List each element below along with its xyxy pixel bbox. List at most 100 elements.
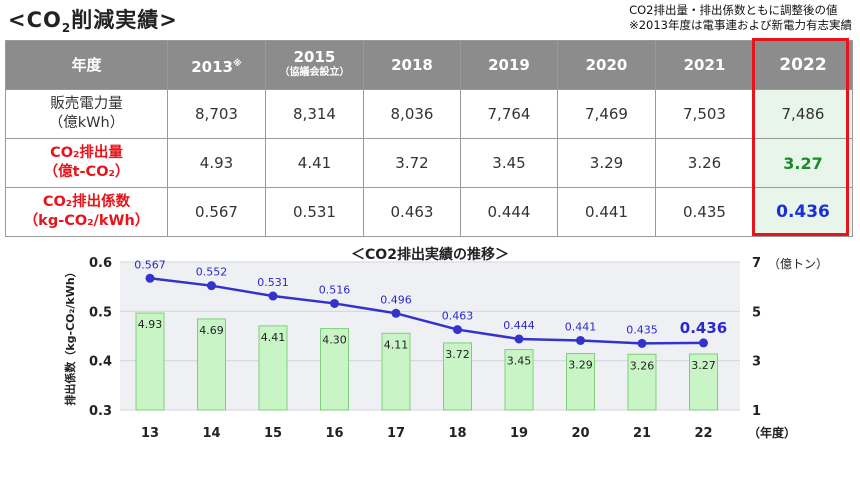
line-point-factor: [330, 298, 339, 308]
table-cell-2022: 0.436: [753, 187, 853, 237]
bar-value-label: 3.29: [568, 359, 593, 372]
x-tick-label: 13: [141, 426, 159, 441]
table-cell-2022: 3.27: [753, 138, 853, 188]
x-tick-label: 18: [448, 426, 466, 441]
header-year-2018: 2018: [363, 40, 461, 90]
table-row-emissions: CO₂排出量 （億t-CO₂） 4.93 4.41 3.72 3.45 3.29 …: [5, 138, 853, 188]
bar-value-label: 4.69: [199, 324, 224, 337]
bar-emissions: [504, 349, 534, 411]
table-cell: 4.93: [167, 138, 266, 188]
line-value-label: 0.463: [442, 310, 474, 323]
header-year-label: 年度: [5, 40, 168, 90]
table-cell: 0.444: [460, 187, 558, 237]
line-point-factor: [576, 335, 585, 345]
table-cell: 3.45: [460, 138, 558, 188]
series-line-factor: [149, 277, 704, 345]
header-year-2015: 2015 （協議会設立）: [265, 40, 364, 90]
line-point-factor: [453, 325, 462, 335]
table-row-sales: 販売電力量 （億kWh） 8,703 8,314 8,036 7,764 7,46…: [5, 89, 853, 139]
note-adjusted: CO2排出量・排出係数ともに調整後の値: [629, 3, 838, 17]
line-point-factor: [699, 338, 708, 348]
bar-emissions: [443, 342, 472, 411]
bar-value-label: 3.27: [691, 359, 716, 372]
line-point-factor: [391, 308, 401, 318]
table-cell: 7,469: [557, 89, 656, 139]
line-value-label: 0.496: [380, 293, 412, 306]
bar-emissions: [135, 312, 165, 411]
line-value-label: 0.444: [503, 319, 535, 332]
table-cell: 3.72: [363, 138, 461, 188]
bar-value-label: 3.45: [507, 355, 532, 368]
x-tick-label: 22: [694, 426, 712, 441]
right-tick-label: 7: [752, 256, 761, 271]
table-cell: 4.41: [265, 138, 364, 188]
bar-value-label: 3.72: [445, 348, 470, 361]
emissions-chart: ＜CO2排出実績の推移＞ 排出係数（kg-CO₂/kWh） 0.3 0.4 0.5 0…: [63, 246, 828, 441]
line-value-label: 0.436: [680, 319, 727, 337]
line-value-label: 0.516: [319, 283, 351, 296]
bar-emissions: [258, 325, 288, 411]
x-axis-unit: （年度）: [748, 425, 796, 440]
chart-title: ＜CO2排出実績の推移＞: [351, 246, 509, 263]
x-tick-label: 19: [510, 426, 528, 441]
left-tick-label: 0.4: [89, 355, 112, 370]
bar-value-label: 4.11: [384, 338, 409, 351]
table-cell: 0.435: [655, 187, 754, 237]
bar-emissions: [689, 353, 718, 411]
line-point-factor: [514, 334, 524, 344]
left-tick-label: 0.3: [89, 404, 112, 419]
bar-value-label: 4.93: [138, 318, 163, 331]
bar-emissions: [381, 332, 411, 411]
table-cell: 0.567: [167, 187, 266, 237]
table-header-row: 年度 2013※ 2015 （協議会設立） 2018 2019 2020 2021…: [5, 40, 853, 90]
bar-value-label: 4.30: [322, 334, 347, 347]
table-cell: 8,036: [363, 89, 461, 139]
right-tick-label: 5: [752, 305, 761, 320]
left-tick-label: 0.6: [89, 256, 112, 271]
row-label-emissions: CO₂排出量 （億t-CO₂）: [5, 138, 168, 188]
table-cell: 0.441: [557, 187, 656, 237]
table-cell: 8,314: [265, 89, 364, 139]
bar-emissions: [320, 328, 349, 411]
table-cell-2022: 7,486: [753, 89, 853, 139]
left-tick-label: 0.5: [89, 305, 112, 320]
bar-emissions: [627, 353, 657, 411]
note-2013: ※2013年度は電事連および新電力有志実績: [629, 18, 852, 32]
left-axis-label: 排出係数（kg-CO₂/kWh）: [63, 266, 77, 405]
header-year-2022: 2022: [753, 40, 853, 90]
line-value-label: 0.552: [196, 266, 228, 279]
header-year-2019: 2019: [460, 40, 558, 90]
bar-emissions: [197, 318, 226, 411]
header-year-2013: 2013※: [167, 40, 266, 90]
line-value-label: 0.435: [626, 323, 658, 336]
results-table: 年度 2013※ 2015 （協議会設立） 2018 2019 2020 2021…: [5, 40, 853, 237]
line-value-label: 0.531: [257, 276, 289, 289]
x-tick-label: 17: [387, 426, 405, 441]
table-cell: 7,764: [460, 89, 558, 139]
line-point-factor: [207, 281, 216, 291]
table-cell: 0.463: [363, 187, 461, 237]
notes: CO2排出量・排出係数ともに調整後の値 ※2013年度は電事連および新電力有志実…: [629, 3, 852, 33]
row-label-sales: 販売電力量 （億kWh）: [5, 89, 168, 139]
table-cell: 7,503: [655, 89, 754, 139]
table-cell: 3.26: [655, 138, 754, 188]
x-tick-label: 16: [325, 426, 343, 441]
row-label-factor: CO₂排出係数 （kg-CO₂/kWh）: [5, 187, 168, 237]
line-value-label: 0.567: [134, 258, 166, 271]
page-title: <CO2削減実績>: [8, 8, 178, 36]
header-year-2020: 2020: [557, 40, 656, 90]
line-value-label: 0.441: [565, 320, 597, 333]
x-tick-label: 15: [264, 426, 282, 441]
table-cell: 0.531: [265, 187, 364, 237]
right-axis-unit: （億トン）: [768, 257, 828, 271]
line-point-factor: [145, 273, 155, 283]
line-point-factor: [268, 291, 278, 301]
bar-value-label: 4.41: [261, 331, 286, 344]
right-tick-label: 3: [752, 355, 761, 370]
x-tick-label: 20: [571, 426, 589, 441]
table-cell: 8,703: [167, 89, 266, 139]
bar-emissions: [566, 353, 595, 411]
x-tick-label: 14: [202, 426, 220, 441]
x-tick-label: 21: [633, 426, 651, 441]
table-row-factor: CO₂排出係数 （kg-CO₂/kWh） 0.567 0.531 0.463 0.…: [5, 187, 853, 237]
